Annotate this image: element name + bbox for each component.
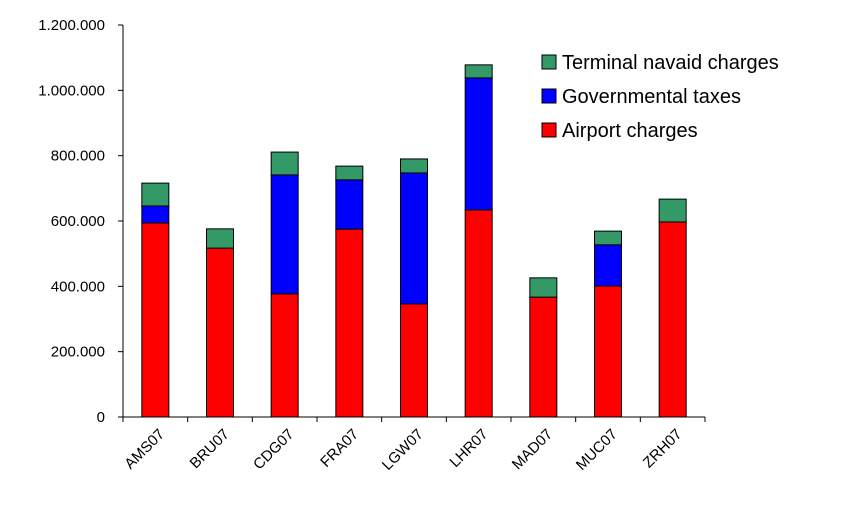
legend: Airport charges Governmental taxes Termina… xyxy=(541,52,779,142)
legend-label: Governmental taxes xyxy=(562,86,741,108)
y-tick-label: 1.000.000 xyxy=(38,82,105,99)
bar-segment xyxy=(270,151,299,176)
x-tick-label: LHR07 xyxy=(446,426,491,471)
bar-segment xyxy=(206,228,234,249)
legend-label: Terminal navaid charges xyxy=(562,52,779,74)
bar-segment xyxy=(400,158,428,174)
legend-swatch xyxy=(541,88,557,104)
bar-segment xyxy=(141,182,170,207)
x-tick-label: BRU07 xyxy=(187,426,233,472)
bar-segment xyxy=(141,222,170,418)
y-tick-label: 400.000 xyxy=(51,278,105,295)
bar-segment xyxy=(400,172,428,305)
bar-segment xyxy=(464,209,493,418)
bar-segment xyxy=(529,277,558,298)
bar-segment xyxy=(594,285,622,418)
bar-segment xyxy=(658,221,687,418)
y-tick-label: 600.000 xyxy=(51,213,105,230)
legend-swatch xyxy=(541,54,557,70)
bar-segment xyxy=(206,247,234,418)
bar-segment xyxy=(400,303,428,418)
x-tick-label: FRA07 xyxy=(317,426,362,471)
bar-segment xyxy=(529,296,558,418)
y-tick-label: 800.000 xyxy=(51,148,105,165)
bar-segment xyxy=(335,228,364,418)
bar-segment xyxy=(658,198,687,223)
legend-swatch xyxy=(541,122,557,138)
bar-segment xyxy=(594,230,622,246)
x-tick-label: LGW07 xyxy=(379,426,427,474)
legend-label: Airport charges xyxy=(562,120,698,142)
x-tick-label: CDG07 xyxy=(250,426,297,473)
x-tick-label: ZRH07 xyxy=(640,426,686,472)
bar-segment xyxy=(464,64,493,79)
bar-segment xyxy=(464,77,493,211)
x-tick-label: MUC07 xyxy=(573,426,621,474)
x-tick-label: AMS07 xyxy=(121,426,168,473)
y-tick-label: 1.200.000 xyxy=(38,17,105,34)
bar-segment xyxy=(270,174,299,295)
y-tick-label: 200.000 xyxy=(51,344,105,361)
bar-segment xyxy=(141,205,170,224)
bar-segment xyxy=(335,165,364,181)
bar-segment xyxy=(594,244,622,287)
y-tick-label: 0 xyxy=(97,409,105,426)
x-tick-label: MAD07 xyxy=(509,426,556,473)
bar-segment xyxy=(335,179,364,230)
bar-segment xyxy=(270,293,299,418)
